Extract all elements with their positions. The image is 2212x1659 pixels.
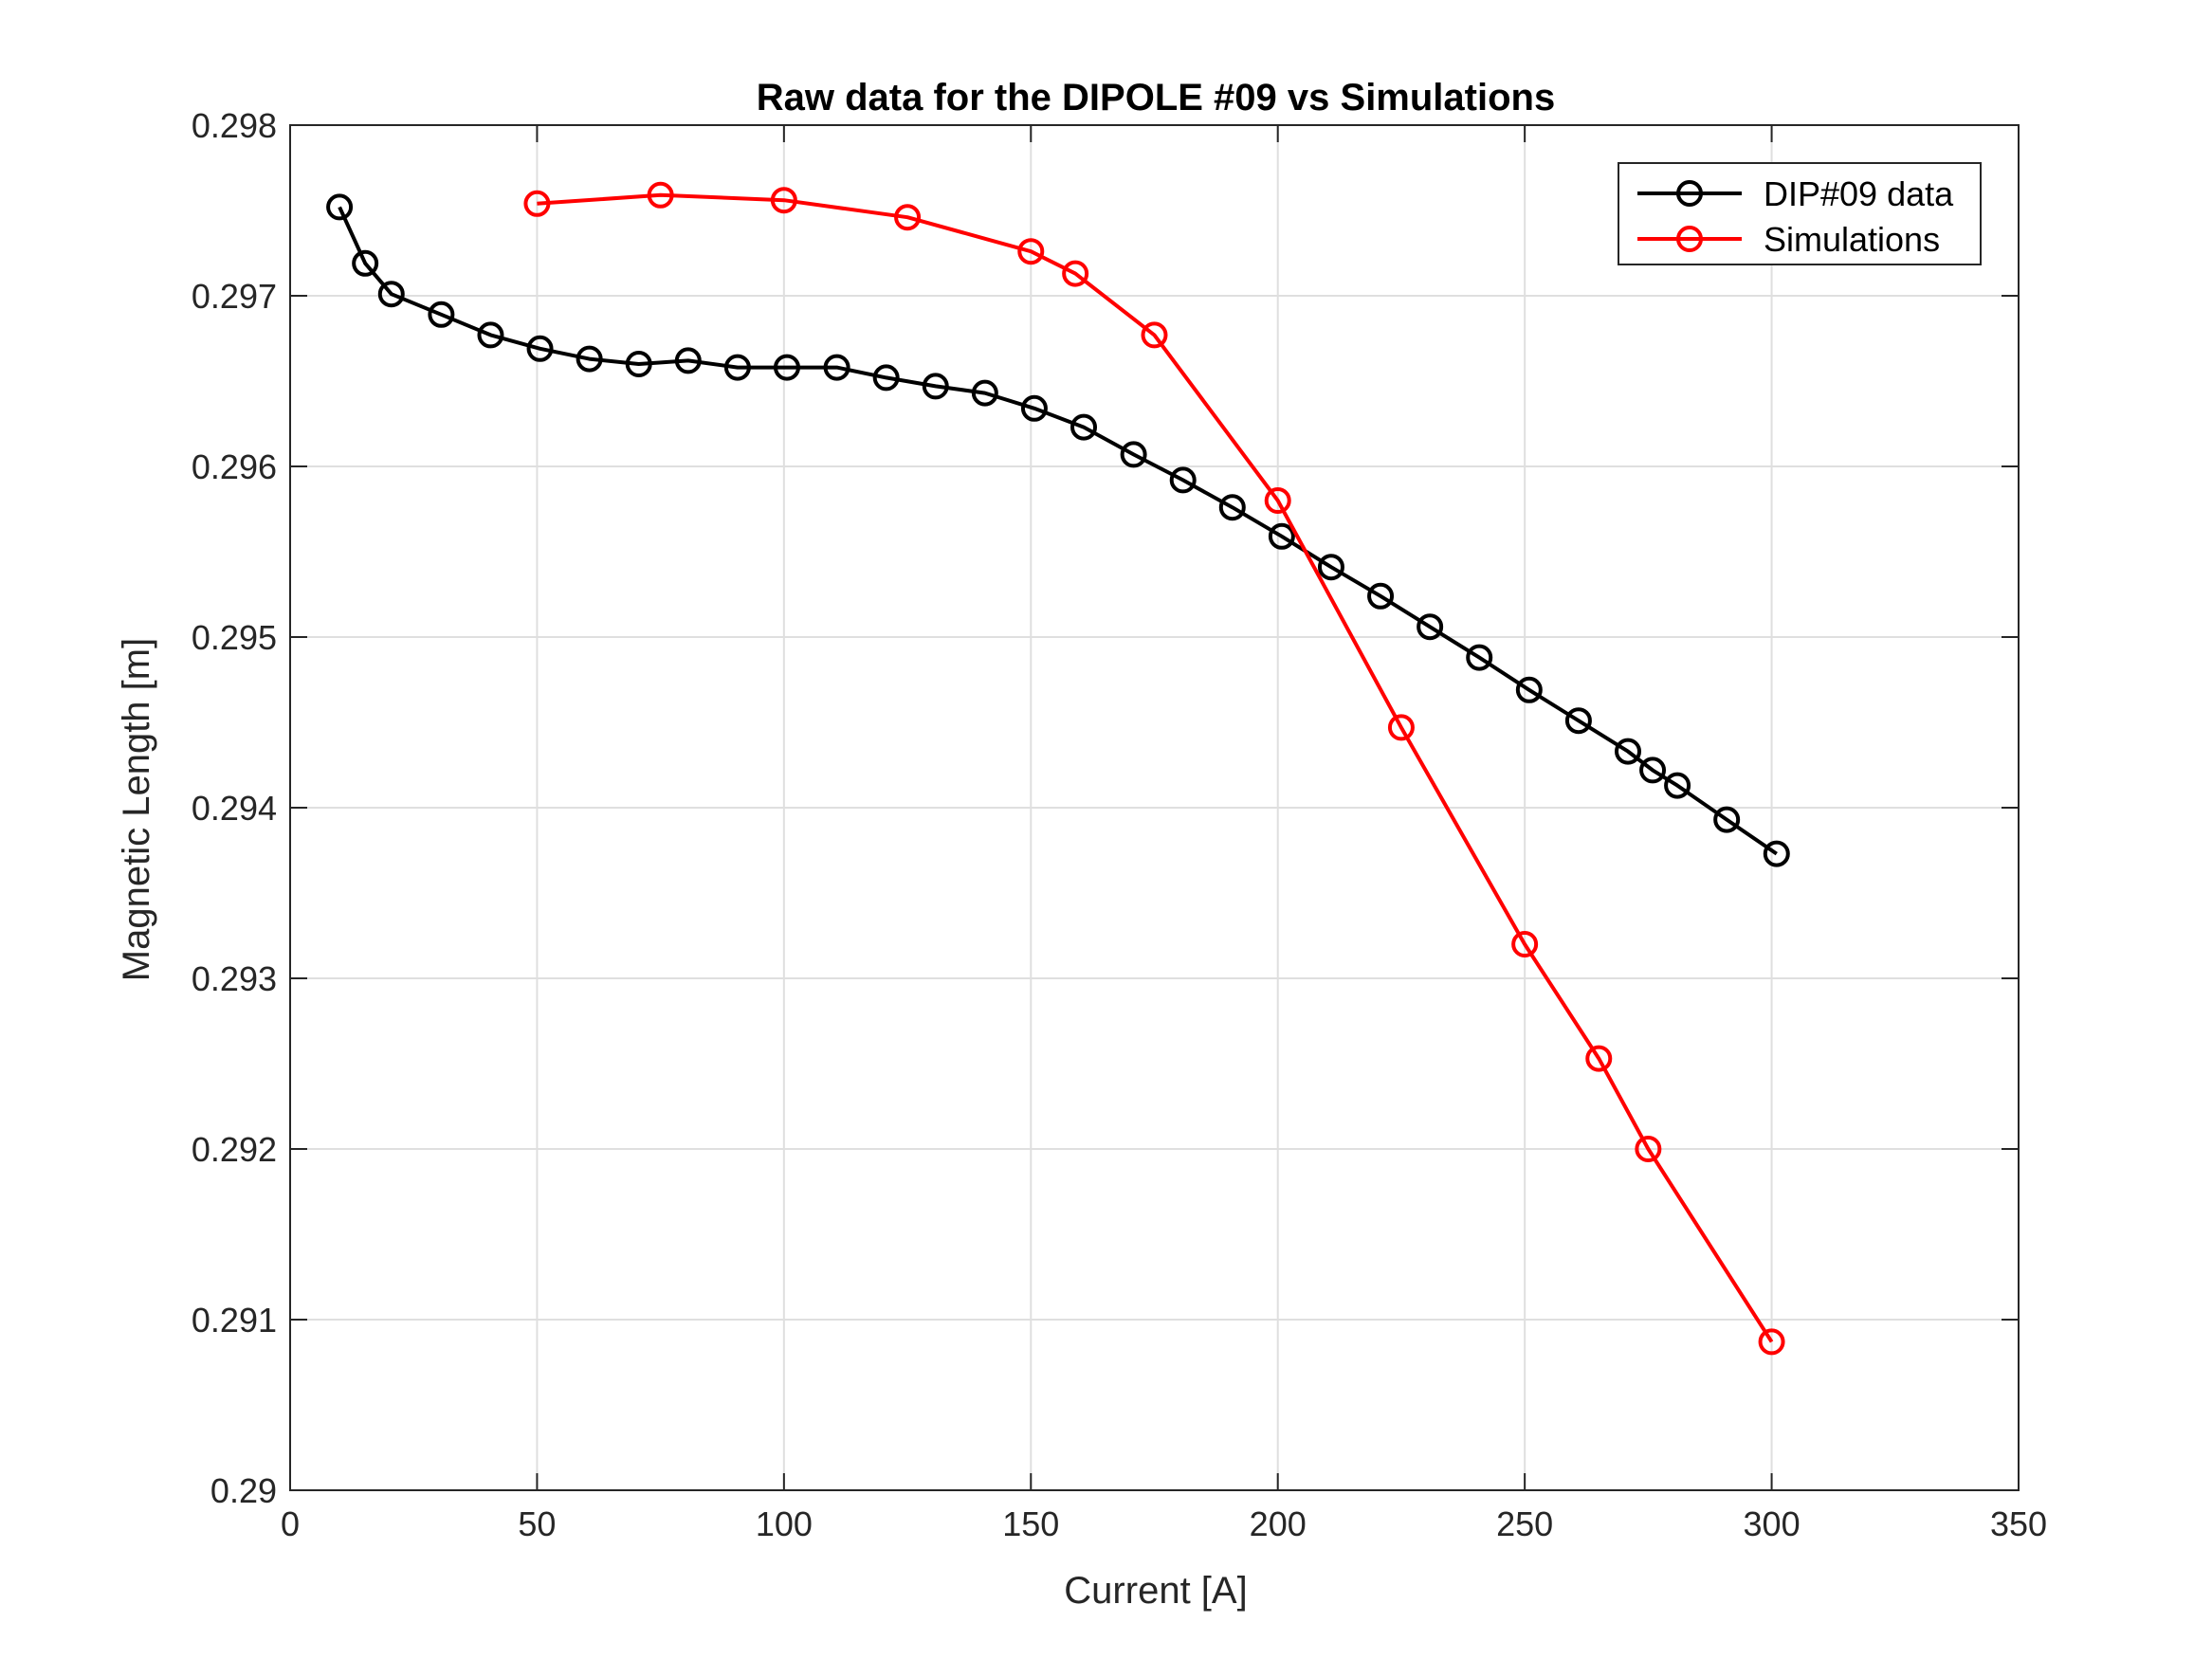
data-point-dip-09-data	[1615, 738, 1642, 765]
x-tick-label: 300	[1744, 1504, 1801, 1543]
data-point-dip-09-data	[823, 354, 850, 381]
data-point-dip-09-data	[674, 347, 702, 374]
data-point-dip-09-data	[1268, 522, 1295, 550]
data-point-dip-09-data	[1664, 772, 1691, 799]
legend-label-dip09: DIP#09 data	[1764, 174, 1954, 213]
data-point-simulations	[1062, 260, 1089, 287]
legend-label-simulations: Simulations	[1764, 220, 1940, 259]
data-point-simulations	[770, 187, 797, 214]
data-point-simulations	[647, 181, 674, 209]
data-point-dip-09-data	[526, 335, 554, 362]
x-tick-label: 250	[1496, 1504, 1553, 1543]
data-point-simulations	[894, 204, 922, 231]
data-point-simulations	[1635, 1136, 1662, 1162]
data-point-dip-09-data	[1466, 644, 1493, 671]
legend-box	[1618, 162, 1982, 265]
x-tick-label: 200	[1250, 1504, 1307, 1543]
data-point-dip-09-data	[723, 354, 751, 381]
x-tick-label: 50	[518, 1504, 556, 1543]
chart-title: Raw data for the DIPOLE #09 vs Simulatio…	[757, 77, 1555, 118]
data-point-simulations	[1264, 487, 1291, 514]
data-point-dip-09-data	[352, 249, 379, 277]
data-point-dip-09-data	[1367, 582, 1395, 610]
data-point-simulations	[1141, 321, 1168, 349]
data-point-dip-09-data	[971, 379, 998, 407]
data-point-dip-09-data	[326, 193, 354, 221]
data-point-dip-09-data	[377, 281, 405, 308]
data-point-simulations	[1017, 238, 1045, 265]
y-tick-label: 0.297	[192, 277, 277, 316]
data-point-dip-09-data	[1713, 806, 1741, 833]
data-point-dip-09-data	[1020, 394, 1048, 422]
data-point-dip-09-data	[1515, 676, 1543, 703]
data-point-dip-09-data	[477, 321, 504, 349]
y-tick-label: 0.291	[192, 1301, 277, 1340]
tick-marks	[289, 124, 2020, 1491]
y-tick-label: 0.294	[192, 789, 277, 828]
y-axis-label: Magnetic Length [m]	[116, 638, 157, 981]
x-tick-label: 100	[756, 1504, 813, 1543]
y-tick-label: 0.295	[192, 618, 277, 657]
series-layer	[326, 181, 1790, 1356]
legend: DIP#09 data Simulations	[1618, 162, 1982, 265]
data-point-dip-09-data	[576, 345, 603, 373]
legend-marker-dip09	[1676, 180, 1703, 207]
data-point-dip-09-data	[1317, 554, 1344, 581]
x-tick-label: 0	[281, 1504, 300, 1543]
data-point-dip-09-data	[1639, 757, 1667, 784]
y-tick-label: 0.29	[210, 1471, 277, 1510]
data-point-dip-09-data	[1070, 413, 1098, 441]
y-tick-label: 0.296	[192, 447, 277, 486]
legend-marker-simulations	[1676, 226, 1703, 252]
plot-area	[289, 124, 2020, 1491]
y-tick-labels: 0.29 0.291 0.292 0.293 0.294 0.295 0.296 0.297 0…	[192, 106, 277, 1510]
x-axis-label: Current [A]	[1064, 1570, 1247, 1612]
y-tick-label: 0.298	[192, 106, 277, 145]
data-point-dip-09-data	[1120, 441, 1147, 468]
data-point-simulations	[523, 190, 551, 217]
data-point-dip-09-data	[1169, 466, 1197, 494]
data-point-dip-09-data	[428, 301, 455, 328]
data-point-dip-09-data	[1763, 840, 1790, 867]
data-point-dip-09-data	[1417, 613, 1444, 641]
x-tick-label: 150	[1002, 1504, 1059, 1543]
data-point-simulations	[1511, 931, 1539, 957]
y-tick-label: 0.293	[192, 959, 277, 998]
data-point-dip-09-data	[1218, 494, 1246, 521]
data-point-dip-09-data	[773, 354, 800, 381]
data-point-dip-09-data	[872, 364, 900, 392]
series-line-simulations	[537, 192, 1774, 1343]
data-point-simulations	[1758, 1328, 1785, 1356]
x-tick-label: 350	[1990, 1504, 2047, 1543]
data-point-simulations	[1585, 1045, 1613, 1072]
data-point-dip-09-data	[1564, 707, 1592, 735]
data-point-dip-09-data	[922, 373, 949, 400]
x-tick-labels: 0 50 100 150 200 250 300 350	[281, 1504, 2047, 1543]
data-point-dip-09-data	[625, 351, 652, 377]
data-point-simulations	[1387, 714, 1415, 741]
y-tick-label: 0.292	[192, 1130, 277, 1169]
